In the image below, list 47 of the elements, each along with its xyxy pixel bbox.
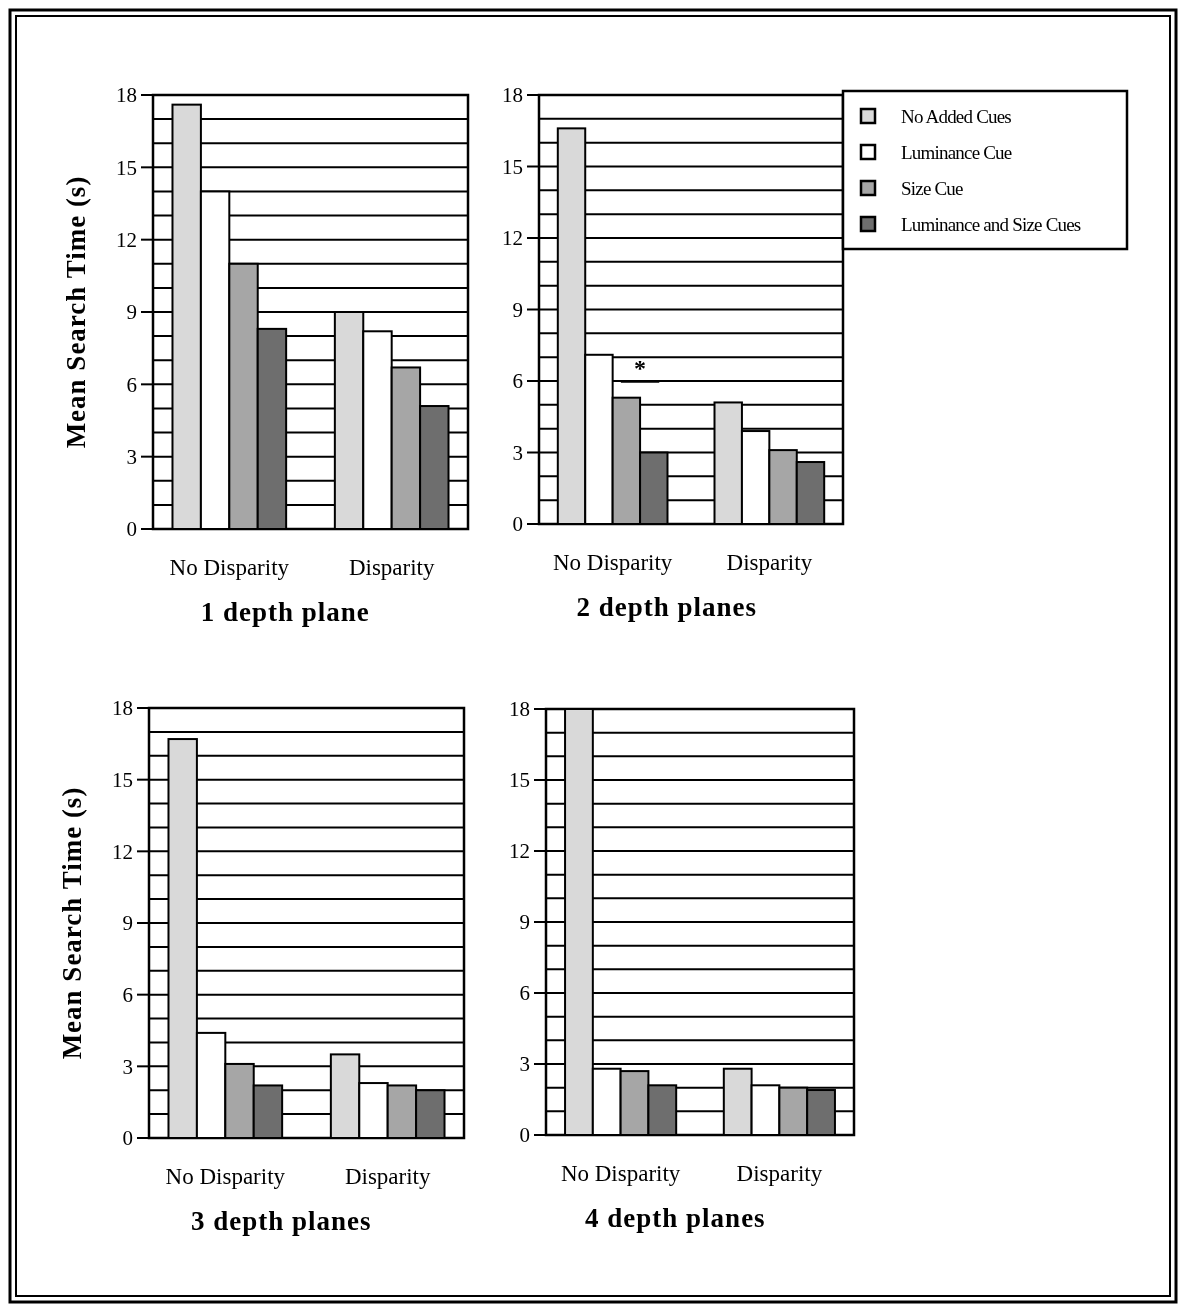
y-tick-label: 3 xyxy=(122,1054,133,1079)
y-tick-label: 9 xyxy=(519,910,530,935)
x-tick-label: No Disparity xyxy=(552,550,673,575)
y-tick-label: 9 xyxy=(122,911,133,936)
text: 3 depth planes xyxy=(191,1206,372,1236)
y-tick-label: 6 xyxy=(519,981,530,1006)
y-tick-label: 12 xyxy=(112,839,133,864)
y-tick-label: 18 xyxy=(112,696,133,721)
y-tick-label: 12 xyxy=(502,226,523,251)
y-axis-title: Mean Search Time (s) xyxy=(57,786,87,1060)
y-tick-label: 0 xyxy=(519,1123,530,1148)
y-tick-label: 0 xyxy=(126,517,137,542)
y-tick-label: 15 xyxy=(112,768,133,793)
y-tick-label: 6 xyxy=(512,369,523,394)
text: 1 depth plane xyxy=(200,597,370,627)
x-tick-label: Disparity xyxy=(736,1161,823,1186)
legend-label: No Added Cues xyxy=(901,105,1012,127)
legend-label: Luminance Cue xyxy=(901,141,1012,163)
x-tick-label: No Disparity xyxy=(165,1164,286,1189)
x-tick-label: Disparity xyxy=(348,555,435,580)
y-tick-label: 12 xyxy=(116,228,137,253)
y-tick-label: 3 xyxy=(519,1052,530,1077)
y-tick-label: 18 xyxy=(502,83,523,108)
x-tick-label: Disparity xyxy=(726,550,813,575)
text: 2 depth planes xyxy=(576,592,757,622)
legend-label: Luminance and Size Cues xyxy=(901,213,1081,235)
y-tick-label: 12 xyxy=(509,839,530,864)
text: 4 depth planes xyxy=(585,1203,766,1233)
y-tick-label: 15 xyxy=(502,154,523,179)
y-tick-label: 15 xyxy=(509,768,530,793)
x-tick-label: No Disparity xyxy=(169,555,290,580)
y-axis-title: Mean Search Time (s) xyxy=(61,175,91,449)
y-tick-label: 6 xyxy=(122,983,133,1008)
y-tick-label: 9 xyxy=(126,300,137,325)
y-tick-label: 18 xyxy=(509,697,530,722)
y-tick-label: 3 xyxy=(126,445,137,470)
annotation: * xyxy=(634,354,647,381)
legend-label: Size Cue xyxy=(901,177,964,199)
y-tick-label: 9 xyxy=(512,297,523,322)
x-tick-label: No Disparity xyxy=(560,1161,681,1186)
y-tick-label: 3 xyxy=(512,440,523,465)
y-tick-label: 18 xyxy=(116,83,137,108)
y-tick-label: 0 xyxy=(122,1126,133,1151)
y-tick-label: 0 xyxy=(512,512,523,537)
y-tick-label: 6 xyxy=(126,372,137,397)
x-tick-label: Disparity xyxy=(344,1164,431,1189)
y-tick-label: 15 xyxy=(116,155,137,180)
